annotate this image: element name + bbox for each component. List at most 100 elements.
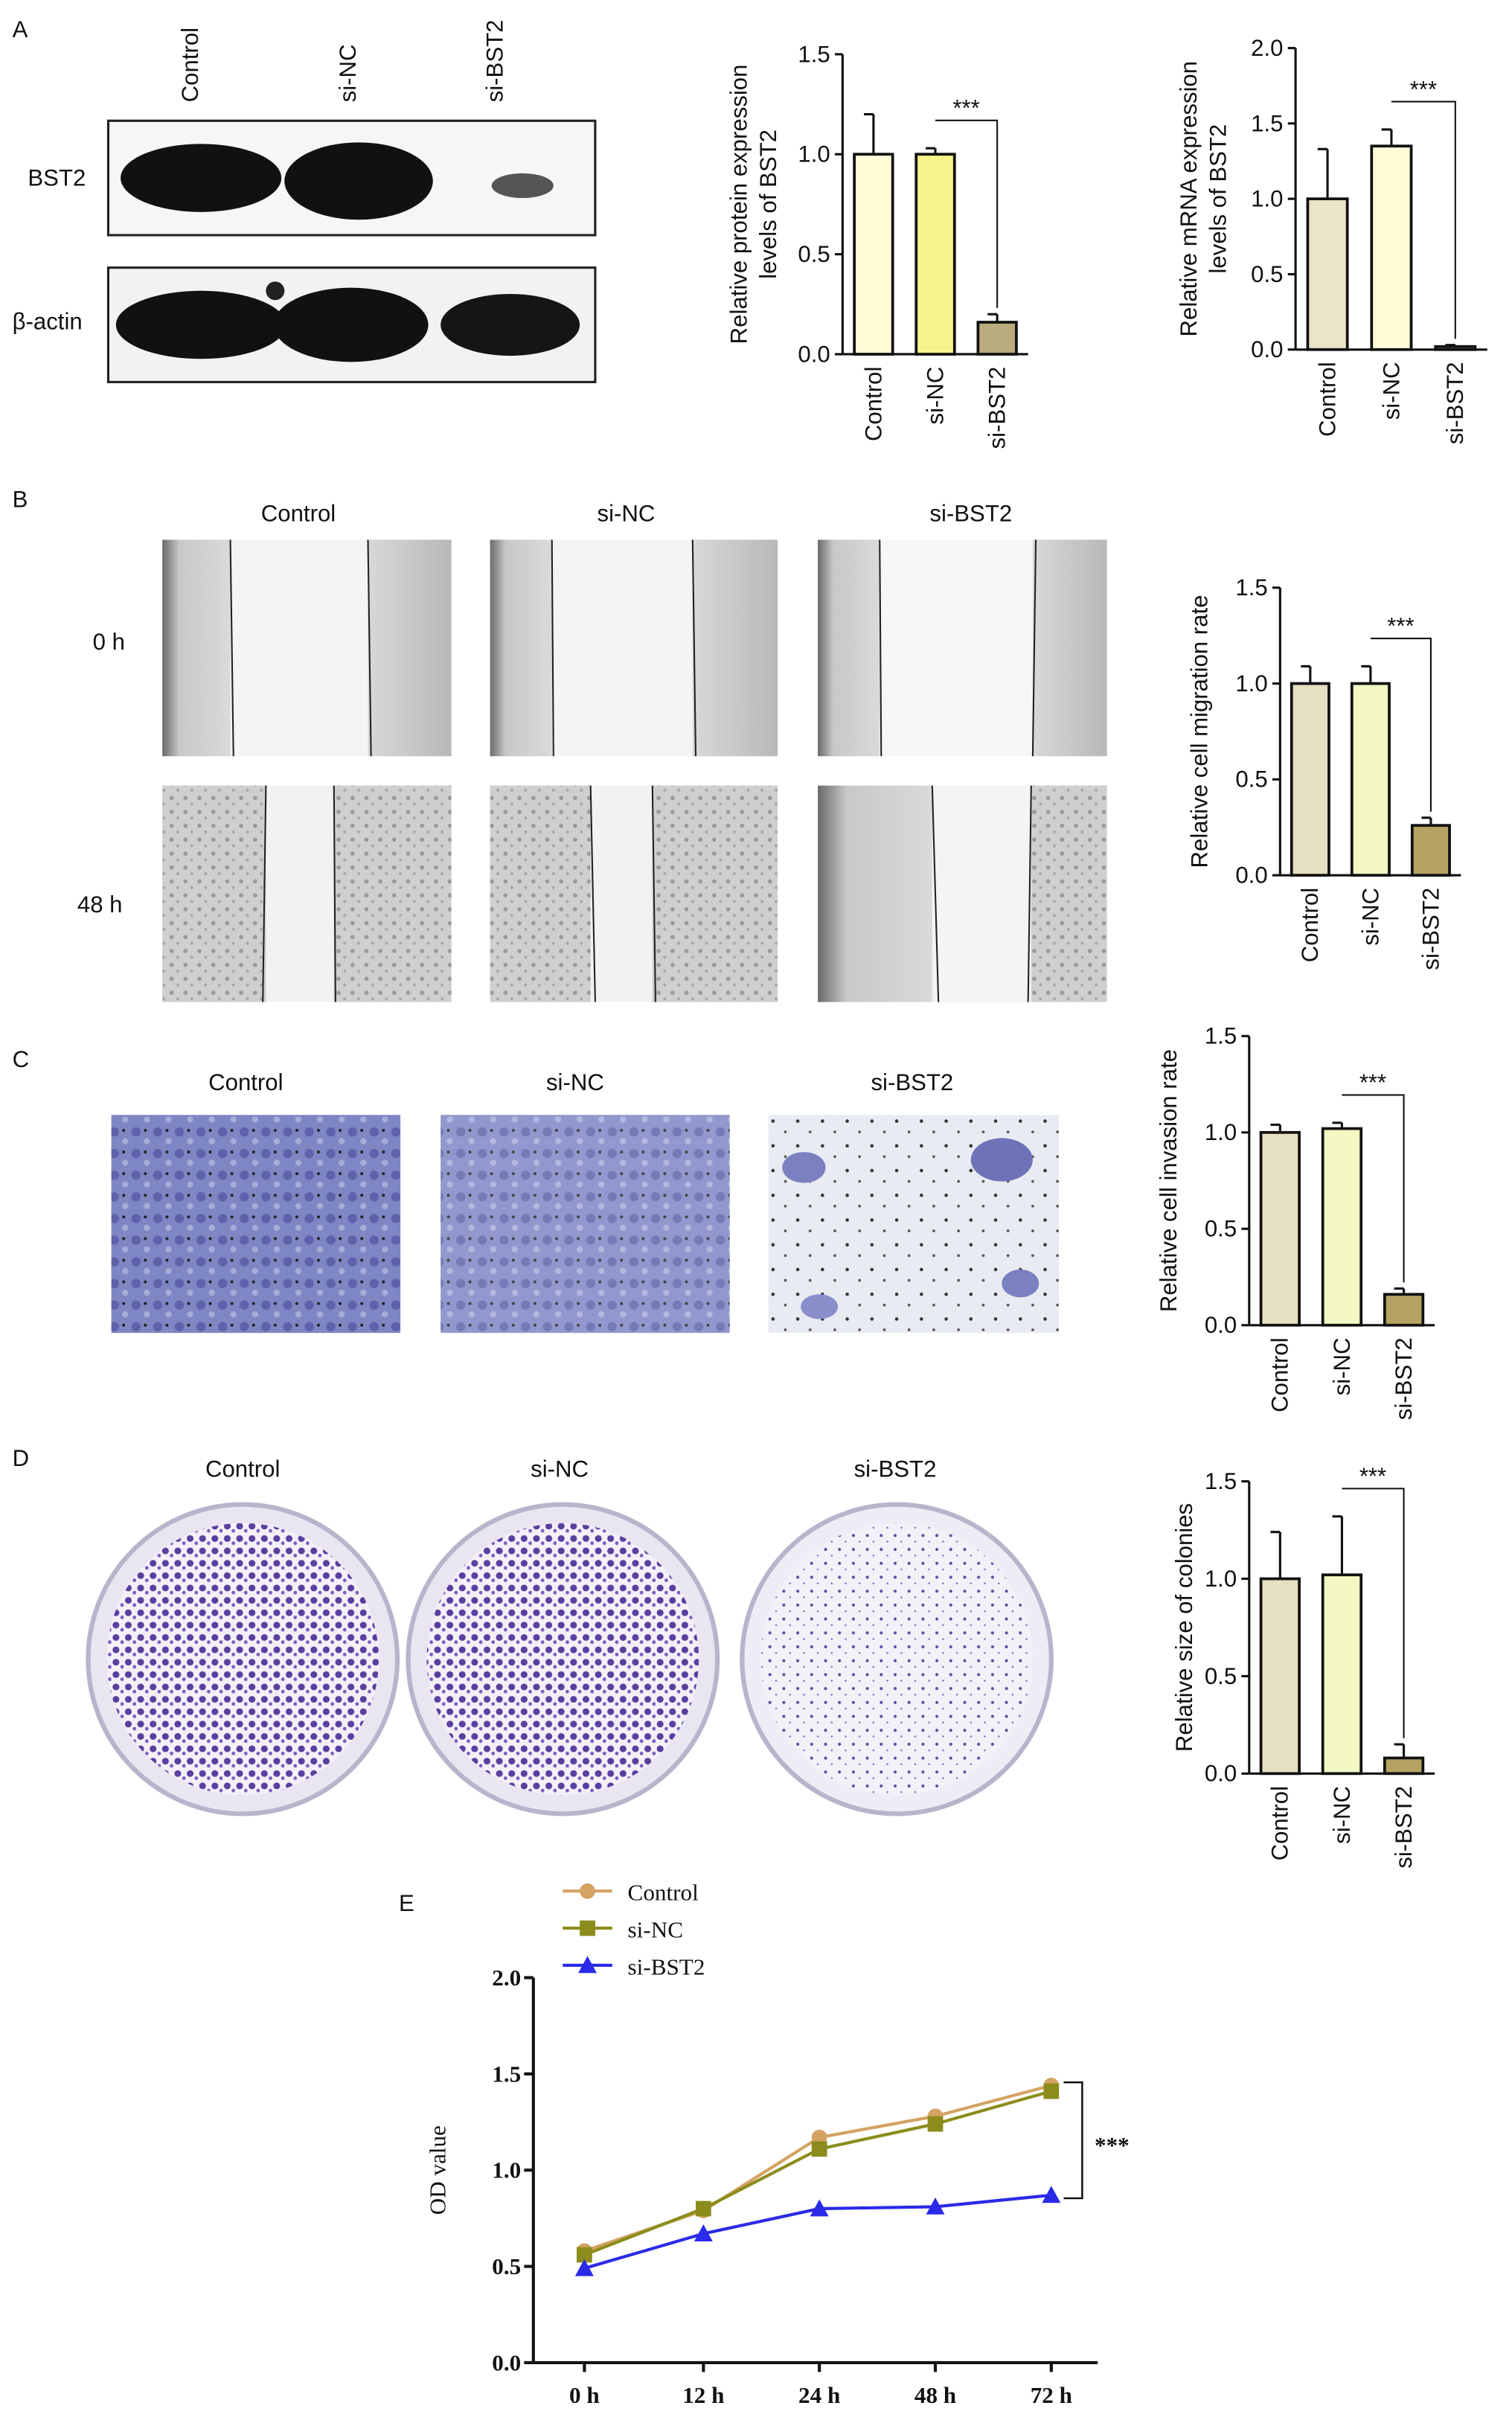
x-tick-label: Control: [1267, 1786, 1293, 1860]
legend-label: si-NC: [628, 1917, 683, 1943]
invasion-images: [111, 1115, 1060, 1334]
column-label: si-NC: [531, 1456, 589, 1482]
y-tick-label: 0.0: [1205, 1312, 1237, 1338]
column-label: si-BST2: [929, 500, 1012, 526]
y-tick-label: 0.0: [492, 2349, 521, 2375]
x-tick-label: 48 h: [914, 2382, 956, 2408]
bar-chart: 0.0 0.5 1.0 1.5 Control si-NC si-BST2 *** Relati…: [1171, 1463, 1435, 1869]
y-axis-label: Relative cell invasion rate: [1156, 1049, 1182, 1312]
wound-images: [162, 540, 1107, 1002]
y-axis-label: levels of BST2: [755, 129, 781, 279]
y-tick-label: 2.0: [1251, 35, 1283, 61]
x-tick-label: 12 h: [682, 2382, 724, 2408]
y-tick-label: 0.5: [492, 2253, 521, 2279]
y-tick-label: 1.5: [1235, 574, 1267, 601]
marker: [693, 2224, 713, 2242]
y-tick-label: 0.0: [1235, 862, 1267, 889]
marker: [1042, 2186, 1061, 2203]
y-axis-label: Relative protein expression: [726, 65, 752, 345]
marker: [576, 2247, 592, 2263]
x-tick-label: Control: [1297, 888, 1323, 962]
x-tick-label: si-NC: [1378, 362, 1404, 420]
significance-label: ***: [1359, 1069, 1386, 1095]
y-tick-label: 1.5: [1251, 110, 1283, 136]
y-tick-label: 0.5: [798, 241, 830, 267]
marker: [926, 2197, 945, 2215]
marker: [811, 2141, 827, 2157]
y-tick-label: 0.0: [798, 341, 830, 367]
colony-dishes: [86, 1502, 1054, 1816]
y-tick-label: 1.5: [1205, 1023, 1237, 1049]
bar: [914, 153, 956, 356]
bar: [1434, 345, 1477, 351]
x-tick-label: si-NC: [1357, 888, 1383, 946]
y-tick-label: 0.5: [1205, 1216, 1237, 1242]
bar: [976, 321, 1018, 356]
row-label: 48 h: [77, 892, 123, 918]
significance-bracket: [1370, 637, 1432, 812]
lane-label: Control: [177, 28, 203, 102]
y-tick-label: 1.0: [1235, 670, 1267, 697]
x-tick-label: Control: [1267, 1337, 1293, 1412]
x-tick-label: si-BST2: [1418, 888, 1444, 970]
x-tick-label: si-NC: [1329, 1337, 1355, 1395]
legend-label: si-BST2: [628, 1953, 705, 1979]
x-tick-label: si-BST2: [1442, 362, 1468, 444]
legend-label: Control: [628, 1880, 699, 1906]
column-label: si-NC: [598, 500, 656, 526]
column-label: si-BST2: [871, 1069, 953, 1095]
y-tick-label: 1.0: [1205, 1566, 1237, 1592]
panel-label: C: [13, 1046, 30, 1072]
bar: [1410, 824, 1451, 877]
bar: [1321, 1127, 1363, 1327]
y-tick-label: 0.5: [1235, 766, 1267, 793]
y-tick-label: 1.5: [798, 41, 830, 67]
panel-label: E: [399, 1890, 414, 1916]
marker: [810, 2199, 829, 2217]
y-tick-label: 2.0: [492, 1965, 521, 1991]
column-label: Control: [208, 1069, 283, 1095]
x-tick-label: si-NC: [1329, 1786, 1355, 1844]
lane-label: si-NC: [335, 44, 361, 102]
western-blot: [106, 119, 597, 383]
marker: [580, 1883, 595, 1899]
bar: [1259, 1130, 1301, 1327]
series-line: [583, 2090, 1052, 2257]
marker: [574, 2259, 594, 2276]
y-tick-label: 1.0: [1251, 186, 1283, 212]
y-axis-label: OD value: [424, 2125, 450, 2215]
significance-label: ***: [952, 95, 979, 121]
y-axis-label: levels of BST2: [1205, 124, 1231, 274]
y-tick-label: 0.0: [1251, 336, 1283, 362]
significance-bracket: [1063, 2081, 1083, 2200]
y-tick-label: 1.0: [798, 141, 830, 167]
marker: [927, 2116, 944, 2132]
bar: [853, 153, 894, 356]
y-tick-label: 0.5: [1251, 261, 1283, 287]
y-tick-label: 0.5: [1205, 1663, 1237, 1689]
column-label: Control: [205, 1456, 280, 1482]
bar: [1383, 1756, 1425, 1776]
y-axis-label: Relative size of colonies: [1171, 1503, 1197, 1752]
panel-label: B: [13, 487, 28, 513]
row-label: BST2: [28, 165, 86, 191]
significance-label: ***: [1095, 2132, 1130, 2158]
column-label: Control: [261, 500, 336, 526]
significance-label: ***: [1359, 1463, 1386, 1489]
y-tick-label: 1.5: [1205, 1468, 1237, 1494]
bar: [1383, 1293, 1425, 1327]
y-tick-label: 0.0: [1205, 1761, 1237, 1787]
panel-label: A: [13, 16, 28, 42]
bar: [1321, 1573, 1363, 1776]
x-tick-label: si-BST2: [1391, 1337, 1417, 1420]
bar: [1259, 1577, 1301, 1776]
x-tick-label: 0 h: [569, 2382, 600, 2408]
x-tick-label: 24 h: [798, 2382, 840, 2408]
bar-chart: 0.0 0.5 1.0 1.5 Control si-NC si-BST2 *** Relati…: [1187, 574, 1461, 970]
significance-label: ***: [1410, 76, 1437, 102]
y-axis-label: Relative mRNA expression: [1176, 61, 1202, 337]
row-label: β-actin: [13, 309, 83, 335]
x-tick-label: si-BST2: [1391, 1786, 1417, 1869]
